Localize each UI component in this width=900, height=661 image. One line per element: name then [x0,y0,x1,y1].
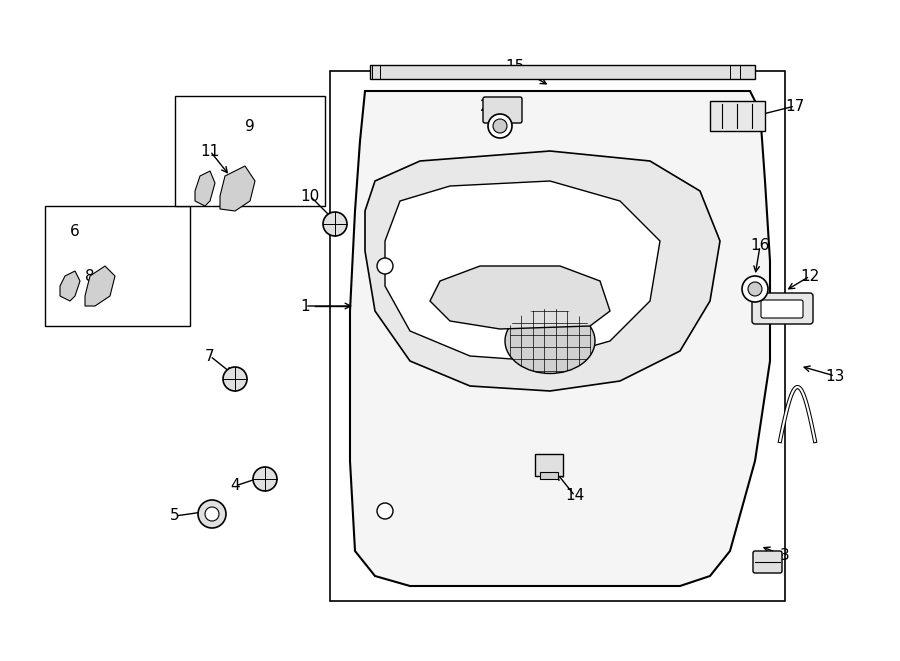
FancyBboxPatch shape [483,97,522,123]
Bar [535,454,563,476]
Text: 13: 13 [825,368,845,383]
Text: 9: 9 [245,118,255,134]
Text: 8: 8 [86,268,94,284]
Text: 14: 14 [565,488,585,504]
Text: 15: 15 [506,59,525,73]
Bar [45,206,190,326]
Circle shape [253,467,277,491]
Polygon shape [220,166,255,211]
Text: 5: 5 [170,508,180,524]
Text: 1: 1 [301,299,310,313]
Circle shape [377,258,393,274]
Ellipse shape [505,309,595,373]
PathPatch shape [430,266,610,329]
Text: 3: 3 [780,549,790,563]
Bar [175,96,325,206]
Circle shape [377,503,393,519]
Text: 6: 6 [70,223,80,239]
Bar [370,65,755,79]
Circle shape [323,212,347,236]
FancyBboxPatch shape [753,551,782,573]
Polygon shape [60,271,80,301]
Text: 7: 7 [205,348,215,364]
FancyBboxPatch shape [752,293,813,324]
Circle shape [223,367,247,391]
Circle shape [742,276,768,302]
Circle shape [198,500,226,528]
PathPatch shape [365,151,720,391]
Polygon shape [195,171,215,206]
Text: 10: 10 [301,188,320,204]
FancyBboxPatch shape [761,300,803,318]
Text: 2: 2 [481,98,490,114]
Bar [330,71,785,601]
Bar [540,472,558,479]
Text: 11: 11 [201,143,220,159]
Circle shape [748,282,762,296]
Polygon shape [85,266,115,306]
Circle shape [488,114,512,138]
Circle shape [493,119,507,133]
Text: 17: 17 [786,98,805,114]
Text: 16: 16 [751,239,770,254]
PathPatch shape [385,181,660,361]
PathPatch shape [350,91,770,586]
Text: 4: 4 [230,479,239,494]
Text: 12: 12 [800,268,820,284]
Bar [710,101,765,131]
Circle shape [205,507,219,521]
